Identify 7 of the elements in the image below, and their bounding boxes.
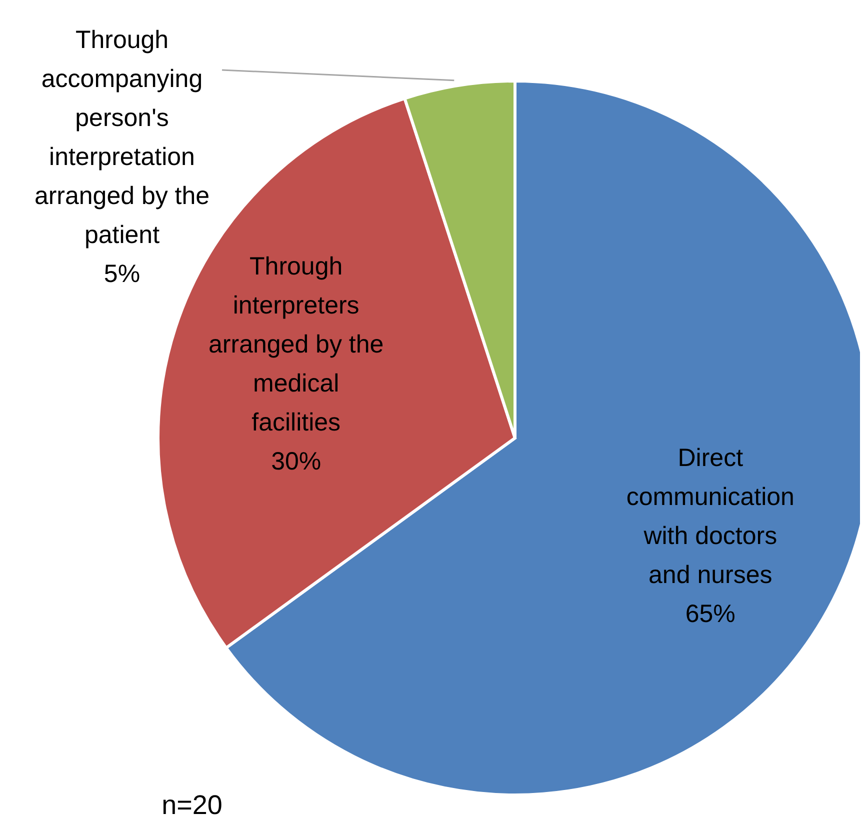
slice-label: Direct communication with doctors and nurses (626, 444, 794, 589)
data-label: 5% (104, 260, 140, 288)
text: n=20 (162, 790, 222, 820)
data-label: 65% (685, 600, 736, 628)
slice-label: Through interpreters arranged by the medical facilities (208, 252, 384, 437)
slice-label: Through accompanying person's interpretation arranged by the patient (34, 26, 210, 249)
data-label: 30% (271, 448, 322, 476)
